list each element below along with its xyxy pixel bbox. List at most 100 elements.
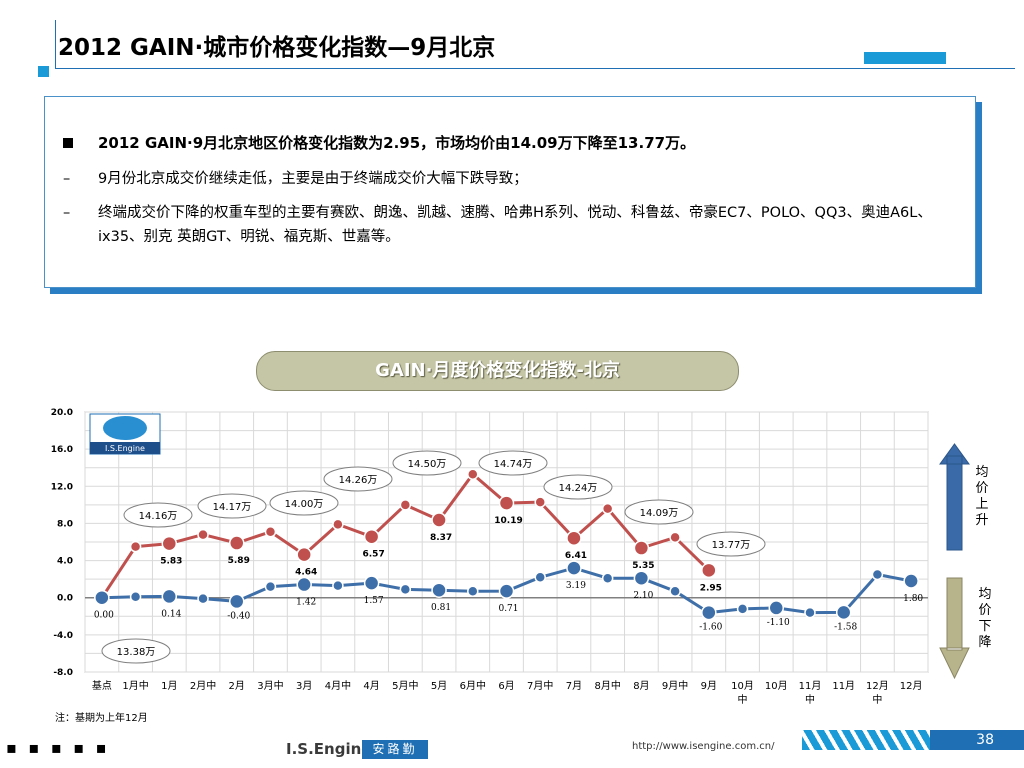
page-title: 2012 GAIN·城市价格变化指数—9月北京 bbox=[58, 35, 496, 61]
square-bullet-icon bbox=[63, 131, 83, 155]
corner-accent-bar bbox=[864, 52, 946, 64]
data-point-0 bbox=[129, 540, 142, 553]
price-callout: 14.16万 bbox=[139, 511, 178, 522]
x-tick-label: 5月中 bbox=[392, 679, 418, 692]
summary-box: 2012 GAIN·9月北京地区价格变化指数为2.95，市场均价由14.09万下… bbox=[44, 96, 976, 288]
footnote: 注：基期为上年12月 bbox=[55, 713, 148, 724]
price-callout: 14.74万 bbox=[494, 459, 533, 470]
price-callout: 14.17万 bbox=[213, 502, 252, 513]
x-tick-label: 2月中 bbox=[190, 679, 216, 692]
data-point-1 bbox=[669, 585, 681, 597]
page-number: 38 bbox=[930, 730, 1024, 750]
data-point-0 bbox=[566, 530, 582, 546]
data-point-1 bbox=[804, 606, 816, 619]
dash-bullet-icon: – bbox=[63, 205, 71, 221]
data-point-1 bbox=[534, 571, 546, 584]
data-point-1 bbox=[903, 573, 919, 589]
price-callout-oval bbox=[478, 450, 548, 476]
title-accent-square bbox=[38, 66, 49, 77]
x-tick-label: 1月中 bbox=[122, 679, 148, 692]
price-callout: 13.38万 bbox=[117, 647, 156, 658]
data-point-1 bbox=[701, 604, 717, 621]
price-callout-oval bbox=[392, 450, 462, 476]
data-point-0 bbox=[534, 496, 546, 508]
data-point-0 bbox=[399, 499, 412, 511]
data-point-1 bbox=[296, 576, 312, 593]
chart-title-pill: GAIN·月度价格变化指数-北京 bbox=[256, 351, 739, 391]
data-point-1 bbox=[467, 585, 479, 597]
data-point-0 bbox=[601, 502, 614, 515]
price-callout: 14.00万 bbox=[285, 499, 324, 510]
y-tick-label: -4.0 bbox=[53, 631, 73, 641]
data-label: 0.71 bbox=[498, 604, 518, 614]
summary-bullet-2-text: 9月份北京成交价继续走低，主要是由于终端成交价大幅下跌导致； bbox=[98, 171, 528, 187]
y-tick-label: 20.0 bbox=[51, 408, 73, 418]
data-label: 3.19 bbox=[566, 581, 586, 591]
data-label: 1.57 bbox=[364, 596, 384, 606]
legend-up-label: 上 bbox=[975, 497, 988, 512]
price-callout-oval bbox=[123, 502, 193, 528]
x-tick-label: 4月 bbox=[363, 680, 379, 692]
data-label: 0.14 bbox=[161, 609, 181, 619]
x-tick-label: 7月中 bbox=[527, 679, 553, 692]
data-point-0 bbox=[498, 495, 515, 511]
data-label: 0.81 bbox=[431, 603, 451, 613]
legend-down-label: 均 bbox=[978, 587, 991, 602]
data-label: 1.42 bbox=[296, 598, 316, 608]
y-tick-label: 12.0 bbox=[51, 482, 73, 492]
data-label: 2.95 bbox=[700, 583, 722, 593]
dash-bullet-icon: – bbox=[63, 171, 71, 187]
x-tick-label: 5月 bbox=[431, 680, 447, 692]
x-tick-label: 3月 bbox=[296, 680, 312, 692]
data-label: -0.40 bbox=[227, 611, 250, 621]
x-tick-label: 8月 bbox=[633, 680, 649, 692]
data-point-1 bbox=[566, 560, 582, 576]
x-tick-label: 11月中 bbox=[799, 680, 822, 706]
x-tick-label: 8月中 bbox=[594, 679, 620, 692]
x-tick-label: 1月 bbox=[161, 680, 177, 692]
summary-bullet-2: – 9月份北京成交价继续走低，主要是由于终端成交价大幅下跌导致； bbox=[63, 167, 955, 191]
x-tick-label: 11月 bbox=[832, 680, 855, 692]
price-callout: 14.26万 bbox=[339, 475, 378, 486]
chart-logo-band bbox=[90, 442, 160, 454]
data-label: -1.10 bbox=[767, 618, 790, 628]
x-tick-label: 6月 bbox=[498, 680, 514, 692]
title-divider bbox=[55, 68, 1015, 69]
data-label: 2.10 bbox=[633, 591, 653, 601]
x-tick-label: 4月中 bbox=[325, 679, 351, 692]
data-label: 5.83 bbox=[160, 557, 182, 567]
x-tick-label: 3月中 bbox=[257, 679, 283, 692]
footer-url[interactable]: http://www.isengine.com.cn/ bbox=[632, 741, 775, 752]
legend-up-label: 升 bbox=[975, 513, 988, 528]
summary-bullet-3: – 终端成交价下降的权重车型的主要有赛欧、朗逸、凯越、速腾、哈弗H系列、悦动、科… bbox=[63, 201, 955, 249]
legend-down-label: 价 bbox=[978, 603, 991, 618]
y-tick-label: 16.0 bbox=[51, 445, 73, 455]
data-label: 1.80 bbox=[903, 594, 923, 604]
data-label: 6.57 bbox=[363, 550, 385, 560]
price-callout: 14.24万 bbox=[559, 483, 598, 494]
data-point-0 bbox=[431, 512, 447, 528]
data-label: -1.58 bbox=[834, 622, 857, 632]
data-point-0 bbox=[701, 562, 717, 579]
data-label: 4.64 bbox=[295, 568, 317, 578]
data-point-0 bbox=[669, 531, 681, 544]
data-label: 0.00 bbox=[94, 611, 114, 621]
summary-bullet-main: 2012 GAIN·9月北京地区价格变化指数为2.95，市场均价由14.09万下… bbox=[63, 131, 955, 155]
data-point-0 bbox=[296, 546, 312, 563]
footer-brand-logo: I.S.Engine bbox=[286, 740, 372, 758]
price-callout-oval bbox=[543, 474, 613, 500]
data-point-1 bbox=[835, 604, 852, 621]
data-label: 10.19 bbox=[494, 516, 522, 526]
data-point-1 bbox=[768, 600, 785, 616]
x-tick-label: 12月 bbox=[900, 680, 923, 692]
x-tick-label: 7月 bbox=[566, 680, 582, 692]
x-tick-label: 6月中 bbox=[460, 679, 486, 692]
price-callout-oval bbox=[323, 466, 393, 492]
chart-logo-icon bbox=[103, 416, 147, 440]
legend-down-label: 降 bbox=[978, 635, 991, 650]
data-point-1 bbox=[736, 603, 749, 615]
data-point-0 bbox=[467, 468, 479, 480]
x-tick-label: 10月 bbox=[765, 680, 788, 692]
x-tick-label: 10月中 bbox=[731, 680, 754, 706]
